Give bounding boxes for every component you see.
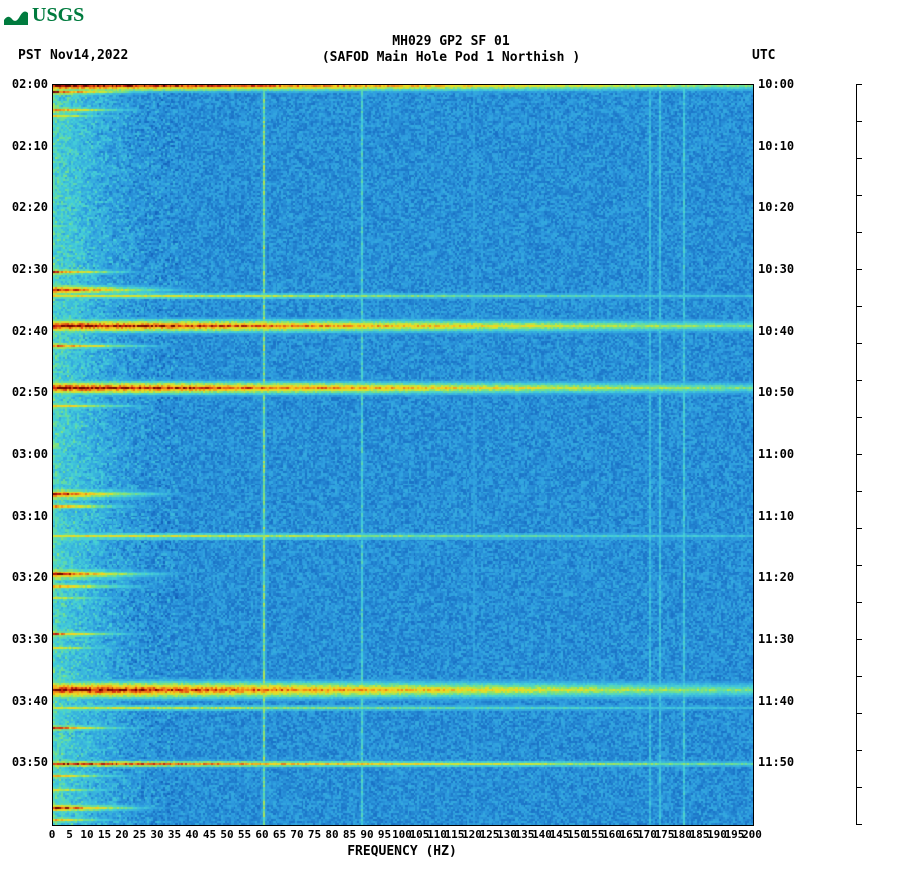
xtick: 35 bbox=[168, 828, 181, 841]
xtick: 75 bbox=[308, 828, 321, 841]
utc-label: UTC bbox=[752, 48, 775, 63]
xtick: 60 bbox=[255, 828, 268, 841]
xtick: 20 bbox=[115, 828, 128, 841]
ytick-utc: 11:10 bbox=[758, 509, 794, 523]
ytick-utc: 11:50 bbox=[758, 755, 794, 769]
ytick-pst: 02:00 bbox=[10, 77, 48, 91]
xtick: 40 bbox=[185, 828, 198, 841]
xtick: 80 bbox=[325, 828, 338, 841]
ytick-utc: 10:20 bbox=[758, 200, 794, 214]
colorbar-tick bbox=[856, 232, 862, 233]
xtick: 70 bbox=[290, 828, 303, 841]
x-axis-label: FREQUENCY (HZ) bbox=[0, 844, 804, 859]
usgs-logo: USGS bbox=[4, 4, 84, 27]
xtick: 45 bbox=[203, 828, 216, 841]
colorbar-tick bbox=[856, 824, 862, 825]
ytick-utc: 10:30 bbox=[758, 262, 794, 276]
ytick-utc: 10:10 bbox=[758, 139, 794, 153]
xtick: 90 bbox=[360, 828, 373, 841]
colorbar-tick bbox=[856, 676, 862, 677]
xtick: 85 bbox=[343, 828, 356, 841]
colorbar-tick bbox=[856, 195, 862, 196]
colorbar-tick bbox=[856, 639, 862, 640]
xtick: 200 bbox=[742, 828, 762, 841]
colorbar-tick bbox=[856, 306, 862, 307]
ytick-utc: 11:20 bbox=[758, 570, 794, 584]
colorbar-tick bbox=[856, 269, 862, 270]
xtick: 65 bbox=[273, 828, 286, 841]
ytick-utc: 11:40 bbox=[758, 694, 794, 708]
ytick-utc: 10:00 bbox=[758, 77, 794, 91]
xtick: 0 bbox=[49, 828, 56, 841]
colorbar-tick bbox=[856, 417, 862, 418]
spectrogram-canvas bbox=[53, 85, 753, 825]
colorbar-tick bbox=[856, 713, 862, 714]
ytick-pst: 02:50 bbox=[10, 385, 48, 399]
ytick-utc: 11:00 bbox=[758, 447, 794, 461]
colorbar-tick bbox=[856, 84, 862, 85]
ytick-pst: 02:40 bbox=[10, 324, 48, 338]
date-label: Nov14,2022 bbox=[50, 48, 128, 63]
colorbar-tick bbox=[856, 750, 862, 751]
ytick-pst: 02:30 bbox=[10, 262, 48, 276]
ytick-pst: 02:20 bbox=[10, 200, 48, 214]
xtick: 10 bbox=[80, 828, 93, 841]
usgs-wave-icon bbox=[4, 7, 28, 25]
colorbar-tick bbox=[856, 602, 862, 603]
xtick: 95 bbox=[378, 828, 391, 841]
colorbar-tick bbox=[856, 158, 862, 159]
spectrogram-plot bbox=[52, 84, 754, 826]
colorbar-tick bbox=[856, 343, 862, 344]
colorbar-tick bbox=[856, 787, 862, 788]
xtick: 5 bbox=[66, 828, 73, 841]
ytick-utc: 10:50 bbox=[758, 385, 794, 399]
colorbar-tick bbox=[856, 565, 862, 566]
xtick: 25 bbox=[133, 828, 146, 841]
xtick: 30 bbox=[150, 828, 163, 841]
pst-label: PST bbox=[18, 48, 41, 63]
ytick-utc: 10:40 bbox=[758, 324, 794, 338]
ytick-pst: 03:00 bbox=[10, 447, 48, 461]
xtick: 55 bbox=[238, 828, 251, 841]
usgs-logo-text: USGS bbox=[32, 4, 84, 27]
colorbar-tick bbox=[856, 491, 862, 492]
ytick-utc: 11:30 bbox=[758, 632, 794, 646]
ytick-pst: 03:20 bbox=[10, 570, 48, 584]
xtick: 15 bbox=[98, 828, 111, 841]
ytick-pst: 03:30 bbox=[10, 632, 48, 646]
colorbar-tick bbox=[856, 454, 862, 455]
colorbar-tick bbox=[856, 121, 862, 122]
ytick-pst: 03:50 bbox=[10, 755, 48, 769]
colorbar-tick bbox=[856, 380, 862, 381]
colorbar-tick bbox=[856, 528, 862, 529]
ytick-pst: 03:10 bbox=[10, 509, 48, 523]
xtick: 50 bbox=[220, 828, 233, 841]
ytick-pst: 02:10 bbox=[10, 139, 48, 153]
ytick-pst: 03:40 bbox=[10, 694, 48, 708]
